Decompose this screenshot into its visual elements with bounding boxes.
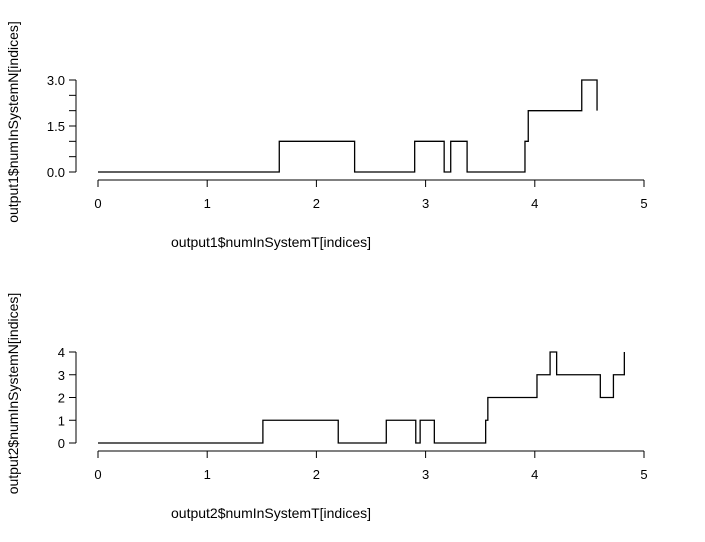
x-tick-label: 3 xyxy=(422,467,429,482)
chart-panel-1: 0 1 2 3 4 5 0.0 1.5 3.0 output1$numInSystemT[indi… xyxy=(5,21,648,250)
y-tick-label: 3 xyxy=(58,368,65,383)
chart-panel-2: 0 1 2 3 4 5 0 1 2 3 4 output2$numInSystemT[indices]… xyxy=(5,293,648,521)
y-tick-label: 0 xyxy=(58,436,65,451)
y-tick-label: 0.0 xyxy=(47,165,65,180)
y-axis-title: output1$numInSystemN[indices] xyxy=(5,21,21,223)
y-tick-label: 4 xyxy=(58,345,65,360)
x-axis-title: output2$numInSystemT[indices] xyxy=(171,505,371,521)
x-tick-label: 5 xyxy=(640,467,647,482)
series-line xyxy=(98,351,625,444)
x-axis-title: output1$numInSystemT[indices] xyxy=(171,234,371,250)
x-tick-label: 4 xyxy=(531,467,538,482)
x-tick-label: 2 xyxy=(313,196,320,211)
x-tick-label: 1 xyxy=(204,196,211,211)
series-line xyxy=(98,79,598,173)
x-tick-label: 4 xyxy=(531,196,538,211)
x-tick-label: 3 xyxy=(422,196,429,211)
y-axis-title: output2$numInSystemN[indices] xyxy=(5,293,21,495)
x-tick-label: 0 xyxy=(94,467,101,482)
x-tick-label: 1 xyxy=(204,467,211,482)
x-tick-label: 2 xyxy=(313,467,320,482)
y-tick-label: 3.0 xyxy=(47,73,65,88)
x-tick-label: 5 xyxy=(640,196,647,211)
y-tick-label: 1.5 xyxy=(47,119,65,134)
y-tick-label: 1 xyxy=(58,413,65,428)
x-tick-label: 0 xyxy=(94,196,101,211)
y-tick-label: 2 xyxy=(58,391,65,406)
